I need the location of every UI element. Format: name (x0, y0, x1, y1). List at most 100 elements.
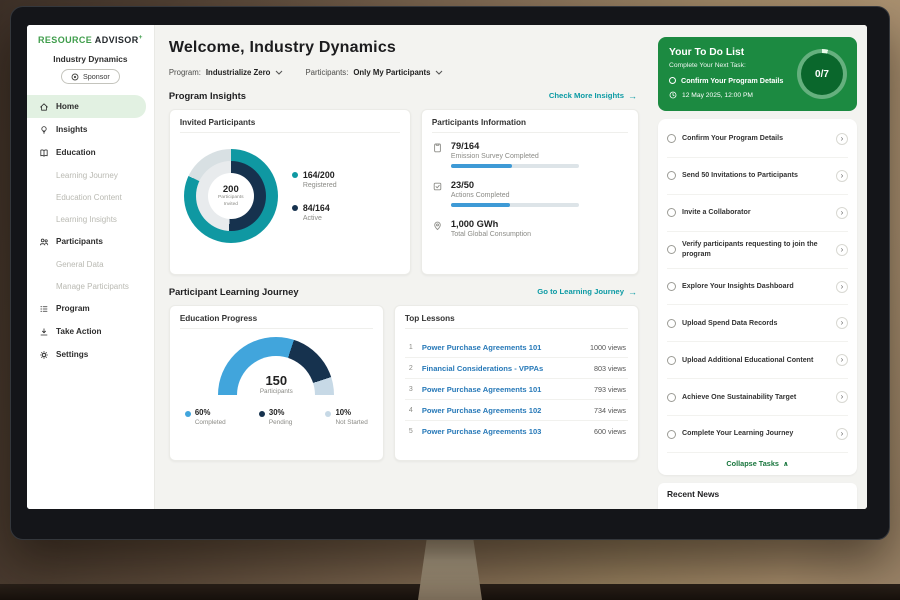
program-filter-label: Program: (168, 68, 201, 77)
card-title: Invited Participants (179, 118, 400, 133)
sidebar-menu: Home Insights Education Learning Journey (27, 95, 154, 366)
sidebar-item-label: Insights (56, 125, 88, 134)
todo-task-item[interactable]: Complete Your Learning Journey (667, 416, 848, 454)
task-chevron-icon[interactable] (836, 206, 848, 219)
sidebar-item-home[interactable]: Home (27, 95, 146, 118)
todo-task-item[interactable]: Send 50 Invitations to Participants (667, 158, 848, 195)
collapse-label: Collapse Tasks (726, 459, 779, 469)
participants-filter[interactable]: Participants: Only My Participants (305, 68, 443, 77)
task-checkbox[interactable] (667, 245, 676, 255)
todo-task-item[interactable]: Upload Spend Data Records (667, 305, 848, 343)
info-label: Total Global Consumption (450, 231, 531, 238)
legend-label: Registered (302, 182, 337, 189)
sidebar-item-education[interactable]: Education (27, 141, 154, 164)
sidebar-item-learning-insights[interactable]: Learning Insights (27, 208, 154, 230)
sidebar-item-general-data[interactable]: General Data (27, 253, 154, 275)
legend-item-pending: 30% Pending (258, 408, 292, 426)
lesson-row: 1 Power Purchase Agreements 101 1000 vie… (404, 337, 628, 358)
task-chevron-icon[interactable] (836, 280, 848, 293)
brand-plus: + (138, 34, 143, 41)
sidebar-item-learning-journey[interactable]: Learning Journey (27, 164, 154, 186)
info-row-emission-survey: 79/164 Emission Survey Completed (432, 141, 628, 168)
task-label: Confirm Your Program Details (682, 134, 784, 143)
task-chevron-icon[interactable] (836, 169, 848, 182)
chevron-up-icon (783, 459, 789, 468)
task-label: Send 50 Invitations to Participants (682, 171, 798, 180)
learning-journey-header: Participant Learning Journey Go to Learn… (169, 286, 639, 297)
task-chevron-icon[interactable] (836, 428, 848, 441)
task-checkbox[interactable] (667, 282, 676, 291)
lesson-views: 734 views (594, 405, 626, 415)
lesson-link[interactable]: Power Purchase Agreements 103 (421, 426, 542, 436)
task-label: Achieve One Sustainability Target (682, 392, 797, 401)
go-to-learning-journey-link[interactable]: Go to Learning Journey (537, 287, 637, 297)
lesson-link[interactable]: Financial Considerations - VPPAs (421, 363, 544, 373)
sidebar-item-education-content[interactable]: Education Content (27, 186, 154, 208)
task-checkbox[interactable] (667, 392, 676, 402)
legend-item-not-started: 10% Not Started (325, 408, 368, 426)
task-checkbox[interactable] (667, 429, 676, 439)
recent-news-header: Recent News (658, 483, 857, 509)
task-checkbox[interactable] (667, 134, 676, 144)
task-checkbox[interactable] (667, 208, 676, 218)
todo-task-item[interactable]: Achieve One Sustainability Target (667, 379, 848, 417)
check-more-insights-link[interactable]: Check More Insights (549, 91, 637, 101)
sidebar-item-program[interactable]: Program (27, 297, 154, 320)
legend-label: Completed (194, 419, 226, 426)
sponsor-badge[interactable]: Sponsor (61, 69, 120, 84)
sidebar-item-insights[interactable]: Insights (27, 118, 154, 141)
task-checkbox[interactable] (667, 355, 676, 365)
todo-task-item[interactable]: Invite a Collaborator (667, 195, 848, 232)
todo-task-item[interactable]: Verify participants requesting to join t… (667, 232, 848, 269)
sidebar-item-settings[interactable]: Settings (27, 343, 154, 366)
invited-donut-center: 200 Participants Invited (207, 173, 254, 219)
info-value: 1,000 GWh (450, 219, 499, 229)
task-checkbox[interactable] (667, 171, 676, 181)
sidebar-item-participants[interactable]: Participants (27, 230, 154, 253)
lesson-row: 3 Power Purchase Agreements 101 793 view… (404, 379, 628, 400)
task-chevron-icon[interactable] (836, 354, 848, 367)
lesson-link[interactable]: Power Purchase Agreements 101 (421, 384, 542, 394)
legend-label: Not Started (335, 419, 368, 426)
brand-logo: RESOURCE ADVISOR+ (27, 34, 154, 45)
monitor-stand (418, 528, 482, 600)
lesson-rank: 2 (408, 364, 413, 372)
sidebar-item-manage-participants[interactable]: Manage Participants (27, 275, 154, 297)
sidebar-item-label: General Data (56, 259, 104, 269)
task-chevron-icon[interactable] (836, 243, 848, 256)
task-chevron-icon[interactable] (836, 391, 848, 404)
info-label: Emission Survey Completed (450, 153, 539, 160)
main-content: Welcome, Industry Dynamics Program: Indu… (154, 25, 649, 509)
task-chevron-icon[interactable] (836, 317, 848, 330)
todo-title: Your To Do List (669, 47, 745, 58)
todo-subtitle: Complete Your Next Task: (669, 62, 746, 69)
arrow-right-icon (628, 91, 637, 101)
lesson-link[interactable]: Power Purchase Agreements 102 (421, 405, 542, 415)
todo-task-item[interactable]: Confirm Your Program Details (667, 121, 848, 158)
take-action-icon (40, 327, 48, 335)
task-chevron-icon[interactable] (836, 132, 848, 145)
lesson-link[interactable]: Power Purchase Agreements 101 (421, 342, 542, 352)
education-progress-card: Education Progress 150 Participants (168, 305, 384, 461)
sidebar-item-take-action[interactable]: Take Action (27, 320, 154, 343)
gauge-center-value: 150 (265, 373, 288, 388)
program-filter-value: Industrialize Zero (205, 68, 271, 77)
legend-value: 164/200 (302, 170, 335, 180)
filter-bar: Program: Industrialize Zero Participants… (169, 68, 639, 77)
info-value: 23/50 (450, 180, 475, 190)
task-checkbox[interactable] (669, 77, 676, 84)
todo-task-item[interactable]: Explore Your Insights Dashboard (667, 269, 848, 306)
org-name: Industry Dynamics (53, 54, 128, 64)
top-lessons-card: Top Lessons 1 Power Purchase Agreements … (393, 305, 639, 461)
legend-label: Active (302, 215, 322, 222)
education-icon (40, 149, 48, 157)
legend-value: 84/164 (302, 203, 330, 213)
task-checkbox[interactable] (667, 318, 676, 328)
invited-legend: 164/200 Registered 84/164 Active (291, 170, 337, 222)
legend-item-completed: 60% Completed (184, 408, 226, 426)
sidebar-item-label: Education Content (56, 192, 122, 202)
collapse-tasks-button[interactable]: Collapse Tasks (667, 453, 848, 475)
program-filter[interactable]: Program: Industrialize Zero (169, 68, 284, 77)
todo-task-item[interactable]: Upload Additional Educational Content (667, 342, 848, 380)
